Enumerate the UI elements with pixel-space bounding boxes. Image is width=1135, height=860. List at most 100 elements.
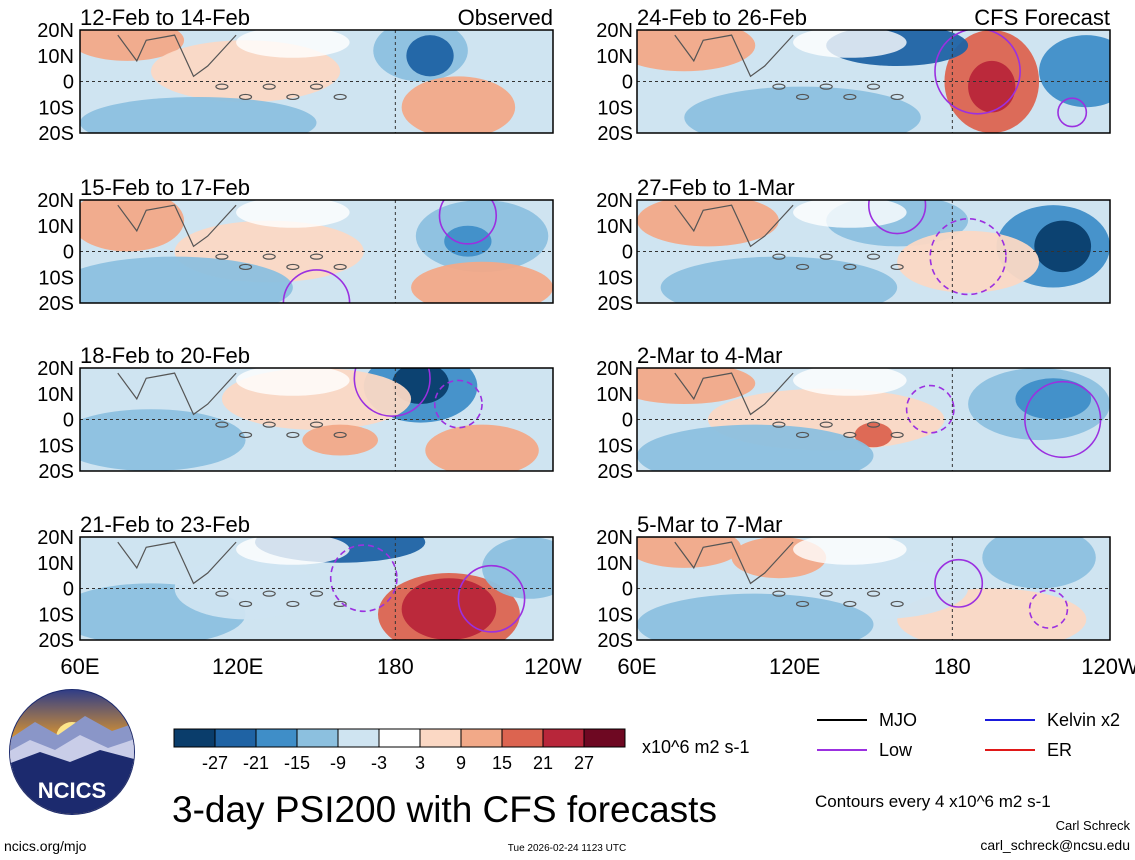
panel-frame [79,536,554,641]
field-anomaly [637,593,874,640]
colorbar-label: 9 [456,753,466,773]
island [795,600,810,608]
field-anomaly [1039,35,1110,108]
lat-tick-label: 20S [38,123,74,145]
low-contour [905,384,955,434]
lat-tick-label: 10N [596,216,633,238]
island [333,600,347,608]
island [890,93,904,101]
coastline [117,34,237,78]
island [843,431,857,439]
lat-tick-label: 10N [596,46,633,68]
field-anomaly [482,537,553,599]
island [819,590,833,597]
field-neutral [236,368,350,396]
website-text: ncics.org/mjo [4,838,87,854]
field-anomaly [637,424,874,471]
island [866,590,881,597]
lon-tick-label: 120E [769,654,820,679]
field-neutral [793,30,907,58]
island [333,93,347,101]
field-anomaly [968,60,1016,113]
field-anomaly [854,422,893,448]
lat-tick-label: 10N [596,553,633,575]
coastline [674,372,794,416]
lat-tick-label: 10S [597,435,633,457]
psi-field [80,537,553,640]
colorbar-swatch [255,728,298,748]
field-anomaly [401,578,497,640]
island [286,431,300,439]
island [843,263,857,271]
coastline [117,204,237,248]
low-contour [353,368,431,417]
field-neutral [793,537,907,565]
island [866,421,881,428]
field-anomaly [174,557,317,620]
island [215,83,229,90]
panel-2: 15-Feb to 17-Feb 20N 10N 0 10S 20S [37,175,554,315]
colorbar-swatch [583,728,626,748]
observed-label: Observed [458,5,553,30]
lat-tick-label: 20S [597,123,633,145]
field-anomaly [80,256,293,303]
lat-tick-label: 20N [596,20,633,42]
island [772,421,786,428]
timestamp-text: Tue 2026-02-24 1123 UTC [508,843,626,854]
island [238,431,253,439]
colorbar-swatch [501,728,544,748]
lat-tick-label: 10N [37,216,74,238]
lat-tick-label: 0 [622,242,633,264]
field-anomaly [401,76,516,133]
field-anomaly [80,200,185,252]
field-anomaly [637,368,756,405]
lat-tick-label: 20N [596,190,633,212]
field-anomaly [444,225,492,257]
colorbar-label: 3 [415,753,425,773]
units-label: x10^6 m2 s-1 [642,737,750,757]
island [309,253,324,260]
island [819,253,833,260]
island [215,421,229,428]
field-anomaly [637,200,779,247]
forecast-label: CFS Forecast [974,5,1110,30]
panel-label: 24-Feb to 26-Feb [637,5,807,30]
field-anomaly [302,424,378,456]
field-anomaly [637,30,756,72]
low-contour [934,30,1021,115]
lat-tick-label: 10S [38,604,74,626]
island [286,263,300,271]
field-neutral [236,200,350,228]
field-anomaly [684,86,921,133]
field-anomaly [425,424,539,471]
low-contour [282,269,351,303]
logo-text: NCICS [38,778,106,803]
lat-tick-label: 0 [63,579,74,601]
lat-tick-label: 0 [63,72,74,94]
panel-3: 18-Feb to 20-Feb 20N 10N 0 10S 20S [37,343,554,483]
lat-tick-label: 20N [37,20,74,42]
panel-frame [79,199,554,304]
lat-tick-label: 0 [63,410,74,432]
colorbar-label: -15 [284,753,310,773]
lat-tick-label: 20N [37,190,74,212]
lat-tick-label: 10S [597,604,633,626]
lat-tick-label: 10N [37,553,74,575]
lat-tick-label: 20S [597,630,633,652]
lon-tick-label: 60E [60,654,99,679]
colorbar-label: 27 [574,753,594,773]
colorbar-label: -3 [371,753,387,773]
panel-label: 27-Feb to 1-Mar [637,175,795,200]
island [238,93,253,101]
island [890,263,904,271]
colorbar-swatch [296,728,339,748]
colorbar-swatch [214,728,257,748]
coastline [674,541,794,585]
lat-tick-label: 10N [596,384,633,406]
lat-tick-label: 10S [597,97,633,119]
island [262,253,276,260]
panel-frame [636,29,1111,134]
